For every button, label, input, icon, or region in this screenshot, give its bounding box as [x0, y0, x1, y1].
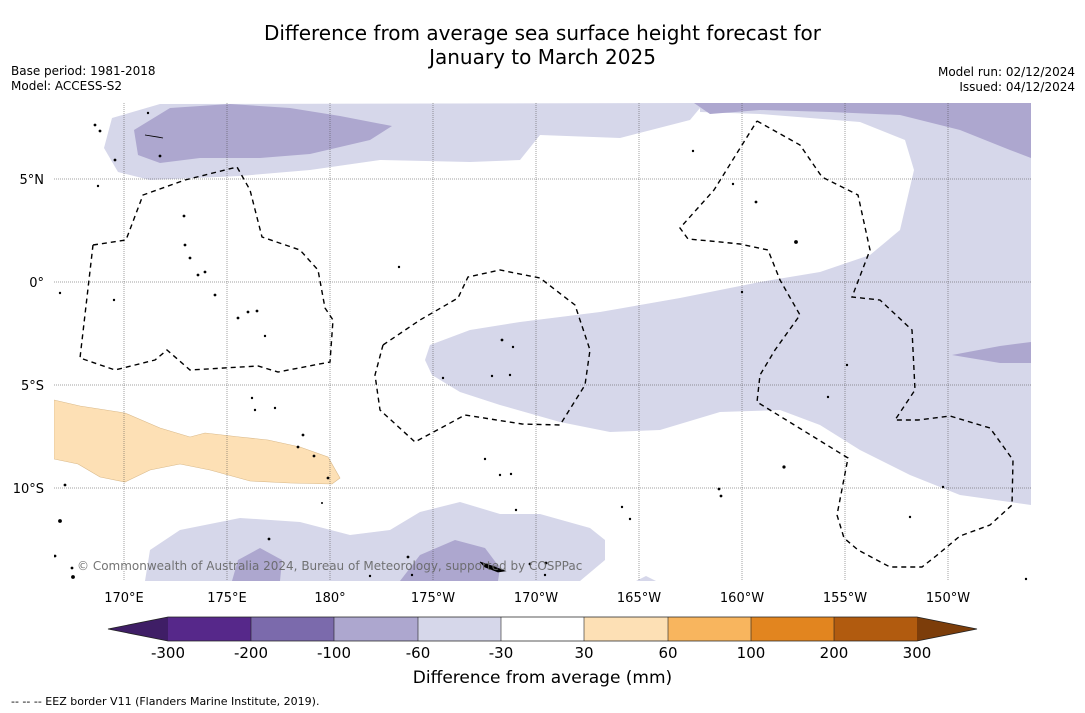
gridlines [54, 103, 1031, 581]
model-name: Model: ACCESS-S2 [11, 79, 123, 93]
lon-label: 175°W [411, 591, 455, 606]
colorbar-segment [668, 617, 751, 641]
anomaly-region-south-medium-2 [400, 540, 500, 581]
issued-date: Issued: 04/12/2024 [959, 80, 1075, 94]
colorbar-segment [418, 617, 501, 641]
colorbar-segment [584, 617, 668, 641]
islands [54, 111, 1028, 581]
lat-label: 0° [29, 276, 44, 291]
colorbar-extend-high [917, 617, 977, 641]
anomaly-region-north-medium [134, 104, 392, 163]
colorbar-segment [251, 617, 334, 641]
title-line-1: Difference from average sea surface heig… [263, 21, 822, 45]
colorbar-tick: -30 [489, 644, 514, 662]
lon-label: 170°E [104, 591, 144, 606]
lat-label: 5°S [21, 379, 44, 394]
chart-title: Difference from average sea surface heig… [0, 21, 1085, 69]
colorbar-tick: 100 [737, 644, 766, 662]
colorbar-segment [834, 617, 917, 641]
eez-border-kiribati-gilberts [79, 166, 334, 373]
colorbar-tick: 200 [820, 644, 849, 662]
colorbar-tick: -200 [234, 644, 268, 662]
map-area: © Commonwealth of Australia 2024, Bureau… [54, 103, 1031, 581]
colorbar: -300 -200 -100 -60 -30 30 60 100 200 300 [107, 616, 978, 662]
colorbar-segment [501, 617, 584, 641]
lon-label: 155°W [823, 591, 867, 606]
eez-footnote: -- -- -- EEZ border V11 (Flanders Marine… [11, 695, 320, 708]
colorbar-tick: 300 [903, 644, 932, 662]
lat-label: 10°S [13, 482, 44, 497]
anomaly-region-southeast-light [636, 576, 656, 581]
copyright-notice: © Commonwealth of Australia 2024, Bureau… [77, 559, 582, 573]
latitude-labels: 5°N 0° 5°S 10°S [13, 173, 44, 497]
lon-label: 165°W [617, 591, 661, 606]
lon-label: 160°W [720, 591, 764, 606]
colorbar-outline [107, 616, 978, 642]
colorbar-segment [168, 617, 251, 641]
anomaly-region-north-light [104, 103, 1031, 505]
meta-right: Model run: 02/12/2024 Issued: 04/12/2024 [938, 65, 1075, 95]
colorbar-segment [334, 617, 418, 641]
title-line-2: January to March 2025 [429, 45, 656, 69]
lat-label: 5°N [20, 173, 45, 188]
colorbar-extend-low [108, 617, 168, 641]
colorbar-tick: -300 [151, 644, 185, 662]
colorbar-tick: 30 [574, 644, 593, 662]
eez-border-kiribati-line [679, 120, 1014, 568]
longitude-labels: 170°E 175°E 180° 175°W 170°W 165°W 160°W… [104, 591, 970, 606]
model-run: Model run: 02/12/2024 [937, 65, 1075, 79]
colorbar-tick: -100 [317, 644, 351, 662]
lon-label: 170°W [514, 591, 558, 606]
eez-borders [79, 120, 1014, 568]
eez-border-kiribati-phoenix [374, 269, 591, 443]
lon-label: 175°E [207, 591, 247, 606]
lon-label: 150°W [926, 591, 970, 606]
colorbar-label: Difference from average (mm) [412, 668, 673, 688]
lon-label: 180° [314, 591, 345, 606]
colorbar-tick: -60 [406, 644, 431, 662]
base-period: Base period: 1981-2018 [11, 64, 156, 78]
anomaly-region-positive-orange [54, 399, 341, 485]
colorbar-segment [751, 617, 834, 641]
meta-left: Base period: 1981-2018 Model: ACCESS-S2 [11, 64, 156, 94]
anomaly-region-northeast-medium [694, 103, 1031, 158]
anomaly-region-south-medium-1 [232, 548, 282, 581]
anomaly-region-east-medium [952, 342, 1031, 363]
colorbar-tick: 60 [658, 644, 677, 662]
